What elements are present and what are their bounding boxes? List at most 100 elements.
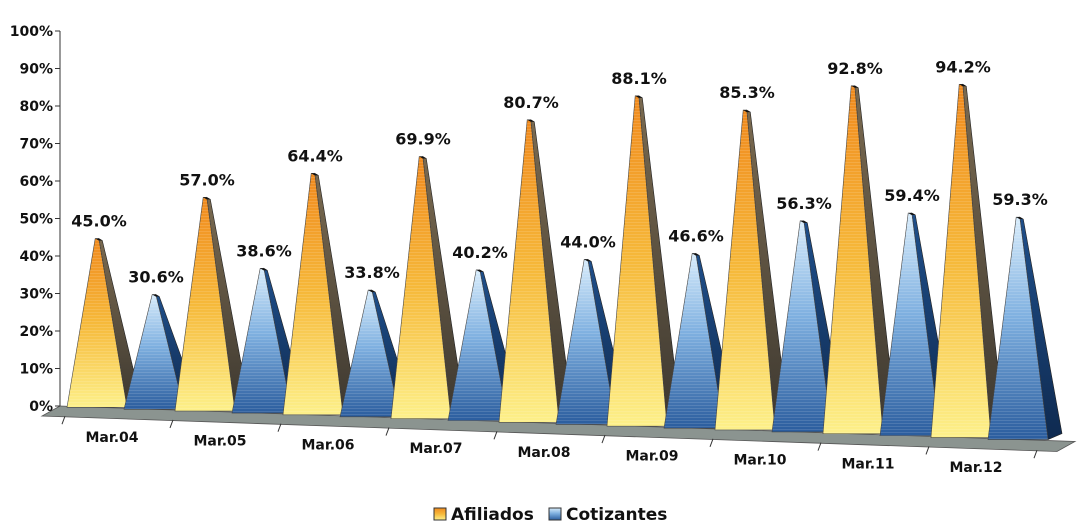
x-tick-mark — [277, 423, 282, 432]
bar-afiliados: 92.8% — [822, 59, 898, 435]
y-tick-label: 50% — [19, 212, 53, 228]
bar-texture — [391, 156, 451, 419]
legend-swatch — [548, 507, 562, 521]
y-tick-label: 20% — [19, 324, 53, 340]
y-tick-label: 60% — [19, 174, 53, 190]
category-label: Mar.06 — [301, 437, 354, 453]
bar-texture — [823, 85, 883, 434]
x-tick-mark — [493, 431, 498, 440]
x-tick-mark — [601, 434, 606, 444]
data-label-cotizantes: 40.2% — [452, 243, 508, 262]
data-label-cotizantes: 59.3% — [992, 190, 1048, 209]
plot-area: 45.0% 30.6% 57.0% 38.6% 64.4% 33.8% 69.9% 40.2%… — [66, 57, 1063, 440]
bar-afiliados: 45.0% — [66, 212, 142, 408]
bar-top-cap — [527, 119, 535, 122]
bar-top-cap — [692, 253, 700, 256]
bar-texture — [499, 119, 559, 423]
bar-texture — [931, 84, 991, 438]
legend-swatch — [433, 507, 447, 521]
bar-afiliados: 85.3% — [714, 83, 790, 431]
category-label: Mar.12 — [949, 460, 1002, 476]
legend: Afiliados Cotizantes — [433, 505, 667, 525]
y-tick-label: 90% — [19, 62, 53, 78]
y-tick-label: 30% — [19, 287, 53, 303]
bar-texture — [448, 269, 508, 421]
bar-top-cap — [743, 110, 751, 113]
category-label: Mar.10 — [733, 453, 786, 469]
data-label-afiliados: 92.8% — [827, 59, 883, 78]
bar-texture — [232, 268, 292, 414]
bar-top-cap — [260, 268, 268, 271]
bar-top-cap — [584, 259, 592, 262]
category-label: Mar.09 — [625, 449, 678, 465]
bar-top-cap — [368, 290, 376, 293]
bar-top-cap — [908, 213, 916, 215]
data-label-afiliados: 80.7% — [503, 93, 559, 112]
x-tick-mark — [1033, 450, 1038, 459]
data-label-cotizantes: 30.6% — [128, 268, 184, 287]
bar-texture — [175, 197, 235, 412]
category-label: Mar.05 — [193, 434, 246, 450]
data-label-afiliados: 85.3% — [719, 83, 775, 102]
legend-label: Cotizantes — [566, 505, 667, 525]
bar-top-cap — [476, 269, 484, 272]
data-label-afiliados: 45.0% — [71, 212, 127, 231]
data-label-cotizantes: 44.0% — [560, 232, 616, 251]
legend-label: Afiliados — [451, 505, 534, 525]
category-axis: Mar.04 Mar.05 Mar.06 Mar.07 Mar.08 Mar.09 Mar.… — [61, 415, 1038, 476]
bar-top-cap — [311, 173, 319, 176]
data-label-cotizantes: 56.3% — [776, 194, 832, 213]
category-label: Mar.11 — [841, 456, 894, 472]
bar-top-cap — [959, 84, 967, 87]
x-tick-mark — [61, 415, 66, 425]
bar-texture — [988, 217, 1048, 440]
y-tick-label: 70% — [19, 137, 53, 153]
y-axis: 0% 10% 20% 30% 40% 50% 60% 70% 80% 90% 100% — [10, 24, 61, 415]
legend-item-cotizantes: Cotizantes — [548, 505, 667, 525]
bar-afiliados: 69.9% — [390, 130, 466, 420]
y-tick-label: 0% — [29, 399, 53, 415]
y-tick-label: 40% — [19, 249, 53, 265]
bar-texture — [124, 294, 184, 410]
legend-item-afiliados: Afiliados — [433, 505, 534, 525]
y-tick-label: 10% — [19, 362, 53, 378]
bar-top-cap — [1016, 217, 1024, 220]
x-tick-mark — [817, 442, 822, 451]
bar-texture — [880, 213, 940, 436]
bar-top-cap — [203, 197, 211, 200]
data-label-afiliados: 69.9% — [395, 130, 451, 149]
bar-texture — [664, 253, 724, 429]
bar-top-cap — [152, 294, 160, 297]
category-label: Mar.04 — [85, 430, 138, 446]
data-label-afiliados: 64.4% — [287, 146, 343, 165]
bar-afiliados: 88.1% — [606, 69, 682, 427]
bar-texture — [340, 290, 400, 417]
bar-top-cap — [419, 156, 427, 159]
bar-top-cap — [800, 220, 808, 223]
category-label: Mar.07 — [409, 441, 462, 457]
bar-top-cap — [851, 85, 859, 88]
data-label-cotizantes: 33.8% — [344, 263, 400, 282]
data-label-cotizantes: 38.6% — [236, 241, 292, 260]
bar-texture — [772, 220, 832, 432]
bar-texture — [283, 173, 343, 415]
data-label-afiliados: 88.1% — [611, 69, 667, 88]
x-tick-mark — [169, 419, 174, 429]
x-tick-mark — [925, 446, 930, 455]
y-tick-label: 100% — [10, 24, 53, 40]
bar-top-cap — [95, 238, 103, 241]
bar-top-cap — [635, 95, 643, 98]
bar-texture — [67, 238, 127, 408]
bar-afiliados: 94.2% — [930, 57, 1006, 438]
x-tick-mark — [385, 427, 390, 436]
data-label-cotizantes: 59.4% — [884, 186, 940, 205]
x-tick-mark — [709, 438, 714, 448]
data-label-afiliados: 57.0% — [179, 170, 235, 189]
data-label-afiliados: 94.2% — [935, 57, 991, 76]
bar-afiliados: 57.0% — [174, 170, 250, 412]
bar-cotizantes: 59.3% — [987, 190, 1063, 440]
bar-texture — [607, 95, 667, 427]
bar-texture — [715, 110, 775, 430]
data-label-cotizantes: 46.6% — [668, 226, 724, 245]
